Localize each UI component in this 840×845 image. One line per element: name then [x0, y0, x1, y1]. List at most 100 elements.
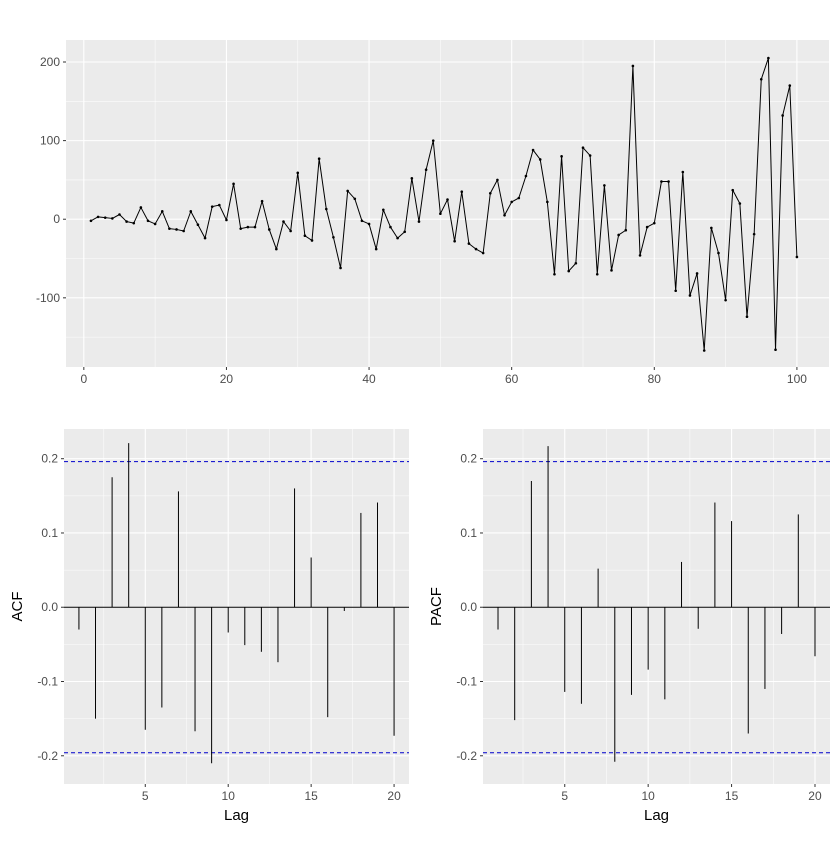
- data-point: [374, 247, 378, 251]
- y-tick-label: 0: [53, 212, 60, 226]
- data-point: [353, 197, 357, 201]
- data-point: [267, 228, 271, 231]
- y-tick-label: 200: [40, 55, 60, 69]
- data-point: [289, 229, 292, 233]
- data-point: [153, 222, 157, 226]
- x-tick-label: 60: [505, 372, 519, 386]
- data-point: [553, 272, 556, 276]
- data-point: [239, 227, 243, 230]
- data-point: [232, 182, 235, 186]
- data-point: [538, 158, 542, 161]
- data-point: [581, 146, 585, 149]
- x-tick-label: 5: [561, 789, 568, 803]
- series-panel: -100 0 100 200 0 20 40 60 80 100: [36, 40, 829, 386]
- data-point: [588, 154, 592, 157]
- data-point: [260, 199, 264, 203]
- data-point: [710, 226, 713, 230]
- data-point: [424, 168, 428, 171]
- data-point: [667, 180, 670, 183]
- data-point: [446, 198, 449, 201]
- y-tick-label: -0.2: [37, 749, 58, 763]
- data-point: [189, 210, 193, 213]
- data-point: [275, 247, 278, 251]
- data-point: [324, 207, 328, 211]
- data-point: [453, 239, 456, 243]
- data-point: [111, 217, 114, 220]
- data-point: [103, 216, 107, 219]
- data-point: [296, 171, 300, 175]
- y-tick-label: -0.2: [456, 749, 477, 763]
- data-point: [781, 114, 784, 117]
- x-tick-label: 15: [725, 789, 739, 803]
- data-point: [795, 255, 799, 259]
- data-point: [367, 222, 371, 226]
- data-point: [774, 348, 777, 352]
- series-line: [90, 57, 798, 351]
- data-point: [467, 242, 471, 245]
- data-point: [317, 157, 321, 160]
- data-point: [788, 84, 792, 87]
- data-point: [382, 208, 385, 212]
- data-point: [510, 200, 513, 204]
- data-point: [182, 229, 185, 233]
- data-point: [767, 56, 770, 60]
- data-point: [546, 200, 549, 204]
- data-point: [531, 148, 535, 152]
- x-tick-label: 100: [787, 372, 807, 386]
- data-point: [125, 220, 128, 223]
- y-tick-label: -100: [36, 291, 60, 305]
- data-point: [210, 205, 214, 208]
- x-tick-label: 20: [387, 789, 401, 803]
- x-tick-label: 20: [220, 372, 234, 386]
- data-point: [503, 213, 506, 217]
- data-point: [203, 236, 207, 240]
- data-point: [246, 225, 250, 229]
- y-tick-label: 0.0: [460, 600, 477, 614]
- data-point: [474, 247, 478, 251]
- y-tick-label: 0.1: [41, 526, 58, 540]
- data-point: [645, 225, 649, 229]
- data-point: [460, 190, 464, 194]
- y-axis-title: ACF: [9, 592, 26, 622]
- data-point: [631, 64, 635, 68]
- data-point: [168, 227, 171, 230]
- data-point: [196, 223, 200, 227]
- x-tick-label: 0: [80, 372, 87, 386]
- data-point: [688, 294, 692, 297]
- data-point: [439, 212, 442, 216]
- data-point: [225, 218, 228, 222]
- plot-panel: [66, 40, 829, 367]
- pacf-panel: -0.2 -0.1 0.0 0.1 0.2 5 10 15 20 Lag PACF: [428, 429, 830, 824]
- data-point: [360, 219, 364, 223]
- data-point: [146, 219, 150, 223]
- plot-panel: [483, 429, 830, 784]
- data-point: [175, 228, 178, 231]
- x-tick-label: 10: [641, 789, 655, 803]
- data-point: [496, 178, 499, 182]
- x-tick-label: 5: [142, 789, 149, 803]
- data-point: [560, 155, 563, 158]
- data-point: [724, 298, 727, 302]
- data-point: [303, 234, 307, 238]
- data-point: [96, 215, 100, 219]
- data-point: [660, 180, 663, 183]
- data-point: [603, 184, 606, 187]
- acf-panel: -0.2 -0.1 0.0 0.1 0.2 5 10 15 20 Lag ACF: [9, 429, 409, 824]
- data-point: [89, 219, 93, 223]
- data-point: [118, 213, 121, 216]
- plot-panel: [64, 429, 409, 784]
- data-point: [403, 230, 407, 234]
- x-tick-label: 40: [362, 372, 376, 386]
- y-tick-label: 0.0: [41, 600, 58, 614]
- data-point: [332, 236, 335, 239]
- data-point: [389, 225, 392, 229]
- data-point: [282, 220, 285, 223]
- data-point: [139, 206, 143, 209]
- data-point: [681, 170, 685, 174]
- data-point: [524, 174, 528, 178]
- data-point: [253, 225, 257, 229]
- data-point: [595, 272, 599, 276]
- x-axis-title: Lag: [644, 807, 669, 824]
- x-tick-label: 15: [304, 789, 318, 803]
